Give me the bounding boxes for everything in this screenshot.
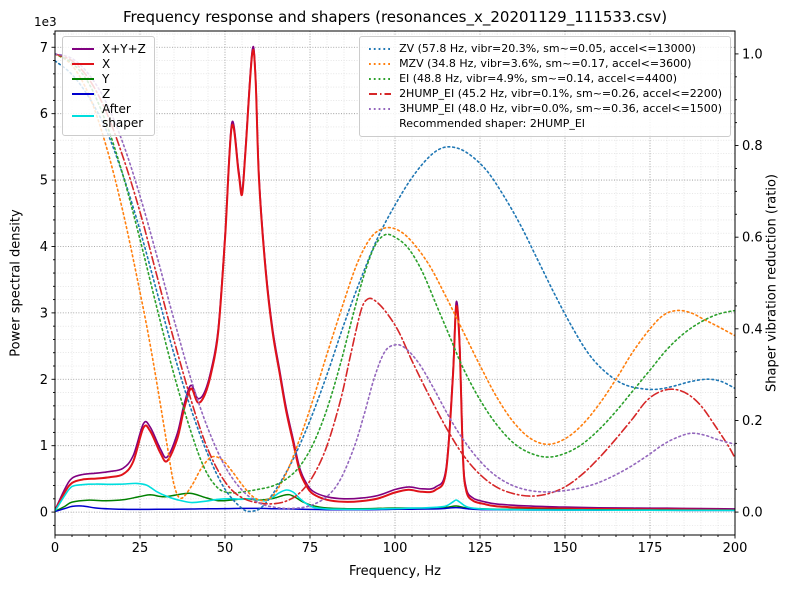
legend-line-sample xyxy=(369,93,392,95)
x-tick-label: 25 xyxy=(132,541,149,556)
legend-label: Z xyxy=(102,87,111,101)
tick-labels: 0 25 50 75 100 125 150 175 200 0 1 2 3 4 5 6 7 0.0 0.2 0.4 0… xyxy=(40,41,763,556)
x-tick-label: 50 xyxy=(217,541,234,556)
y-tick-label-left: 6 xyxy=(40,107,48,122)
legend-line-sample xyxy=(72,48,94,50)
x-tick-label: 200 xyxy=(723,541,748,556)
y-tick-label-right: 0.2 xyxy=(742,414,763,429)
axis-ticks xyxy=(51,33,739,539)
x-axis-label: Frequency, Hz xyxy=(348,564,442,579)
legend-label: Y xyxy=(102,72,110,86)
shaper-line-mzv xyxy=(55,53,735,502)
shaper-line-ei xyxy=(55,53,735,494)
legend-line-sample xyxy=(72,63,94,65)
recommended-shaper-note: Recommended shaper: 2HUMP_EI xyxy=(368,117,722,131)
y-tick-label-right: 0.6 xyxy=(742,231,763,246)
x-tick-label: 150 xyxy=(553,541,578,556)
chart-title: Frequency response and shapers (resonanc… xyxy=(122,8,668,26)
legend-line-sample xyxy=(369,78,392,80)
legend-sample-spacer xyxy=(368,124,392,125)
x-tick-label: 75 xyxy=(302,541,319,556)
y-tick-label-left: 7 xyxy=(40,41,48,56)
y-tick-label-left: 5 xyxy=(40,174,48,189)
x-tick-label: 0 xyxy=(51,541,59,556)
shaper-line-3hump-ei xyxy=(55,53,735,510)
psd-legend-item: Y xyxy=(71,72,146,86)
y-tick-label-left: 1 xyxy=(40,439,48,454)
shaper-legend: ZV (57.8 Hz, vibr=20.3%, sm~=0.05, accel… xyxy=(359,36,731,137)
shaper-legend-item: ZV (57.8 Hz, vibr=20.3%, sm~=0.05, accel… xyxy=(368,42,722,56)
psd-line-x xyxy=(55,48,735,512)
legend-line-sample xyxy=(72,115,94,117)
legend-line-sample xyxy=(369,108,392,110)
y-axis-label-right: Shaper vibration reduction (ratio) xyxy=(764,174,780,392)
shaper-legend-item: 3HUMP_EI (48.0 Hz, vibr=0.0%, sm~=0.36, … xyxy=(368,102,722,116)
y-tick-label-left: 4 xyxy=(40,240,48,255)
psd-legend-item: After shaper xyxy=(71,102,146,130)
legend-label: X+Y+Z xyxy=(102,42,146,56)
psd-legend: X+Y+Z X Y Z After shaper xyxy=(62,36,155,136)
y-tick-label-left: 2 xyxy=(40,373,48,388)
legend-label: ZV (57.8 Hz, vibr=20.3%, sm~=0.05, accel… xyxy=(399,42,696,55)
y-tick-label-left: 0 xyxy=(40,506,48,521)
legend-label: 2HUMP_EI (45.2 Hz, vibr=0.1%, sm~=0.26, … xyxy=(399,87,722,100)
y-axis-label-left: Power spectral density xyxy=(8,209,24,357)
y-axis-offset-text: 1e3 xyxy=(34,15,57,29)
legend-line-sample xyxy=(72,93,94,95)
x-tick-label: 175 xyxy=(638,541,663,556)
y-tick-label-right: 0.4 xyxy=(742,322,763,337)
shaper-legend-item: MZV (34.8 Hz, vibr=3.6%, sm~=0.17, accel… xyxy=(368,57,722,71)
legend-label: 3HUMP_EI (48.0 Hz, vibr=0.0%, sm~=0.36, … xyxy=(399,102,722,115)
shaper-line-2hump-ei xyxy=(55,53,735,505)
psd-legend-item: X xyxy=(71,57,146,71)
shaper-legend-item: EI (48.8 Hz, vibr=4.9%, sm~=0.14, accel<… xyxy=(368,72,722,86)
recommended-shaper-text: Recommended shaper: 2HUMP_EI xyxy=(399,117,586,130)
y-tick-label-right: 0.8 xyxy=(742,139,763,154)
y-tick-label-right: 1.0 xyxy=(742,47,763,62)
legend-label: MZV (34.8 Hz, vibr=3.6%, sm~=0.17, accel… xyxy=(399,57,692,70)
legend-line-sample xyxy=(369,63,392,65)
legend-label: EI (48.8 Hz, vibr=4.9%, sm~=0.14, accel<… xyxy=(399,72,678,85)
shaper-legend-item: 2HUMP_EI (45.2 Hz, vibr=0.1%, sm~=0.26, … xyxy=(368,87,722,101)
legend-label: After shaper xyxy=(102,102,144,130)
shaper-line-zv xyxy=(55,60,735,513)
psd-line-after-shaper xyxy=(55,482,735,512)
legend-line-sample xyxy=(369,48,392,50)
x-tick-label: 100 xyxy=(383,541,408,556)
psd-legend-item: Z xyxy=(71,87,146,101)
y-tick-label-right: 0.0 xyxy=(742,506,763,521)
legend-line-sample xyxy=(72,78,94,80)
psd-legend-item: X+Y+Z xyxy=(71,42,146,56)
x-tick-label: 125 xyxy=(468,541,493,556)
legend-label: X xyxy=(102,57,111,71)
y-tick-label-left: 3 xyxy=(40,306,48,321)
